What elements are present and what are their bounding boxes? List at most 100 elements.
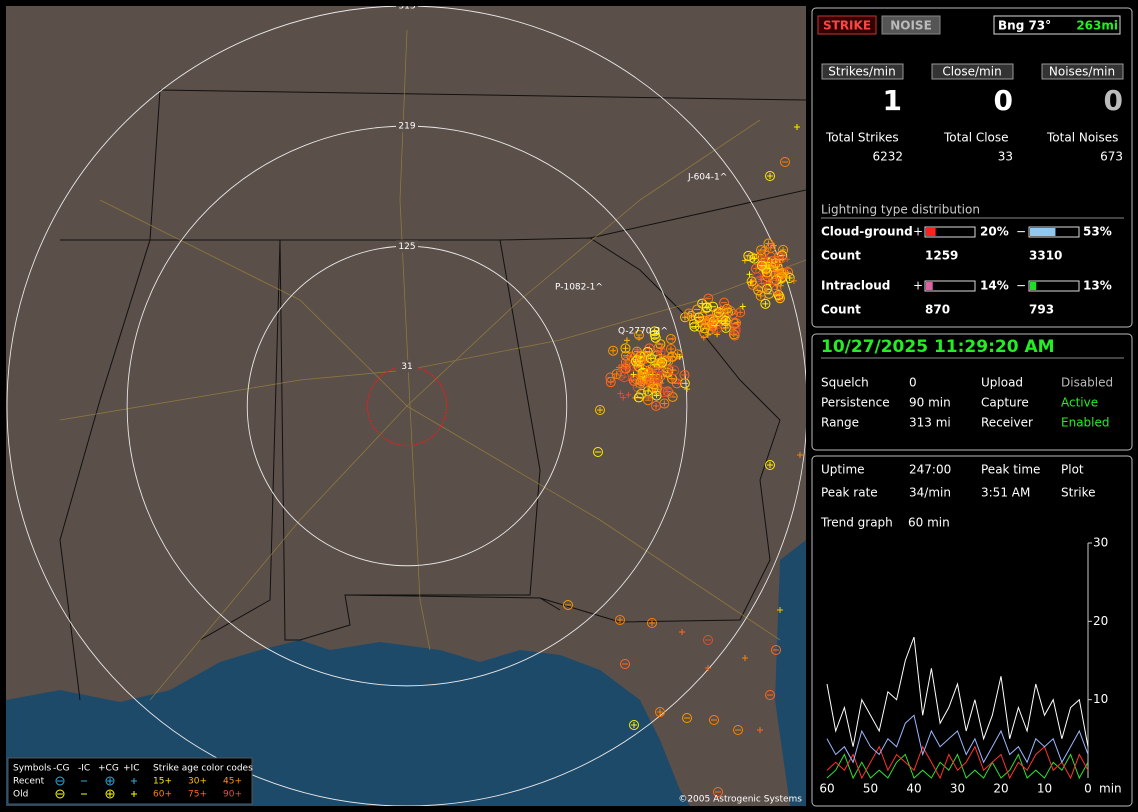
- rate-value: 0: [1104, 84, 1123, 117]
- strike-ring: [649, 326, 660, 337]
- strike-symbol: [797, 452, 803, 458]
- strike-symbol: [709, 326, 716, 333]
- strike-symbol: [713, 787, 723, 797]
- strike-ring: [773, 251, 784, 262]
- strike-symbol: [633, 392, 644, 403]
- strike-symbol: [705, 665, 711, 671]
- strike-ring: [651, 390, 662, 401]
- legend: Symbols -CG -IC +CG +IC Strike age color…: [7, 757, 253, 805]
- strike-symbol: [679, 369, 690, 380]
- strike-symbol: [643, 381, 650, 388]
- strike-symbol: [767, 275, 778, 286]
- service-value: Enabled: [1061, 416, 1110, 430]
- rate-label-box: [1041, 63, 1124, 80]
- strike-symbol: [763, 288, 770, 295]
- strike-symbol: [629, 720, 639, 730]
- strike-ring: [680, 312, 691, 323]
- strike-symbol: [620, 343, 631, 354]
- sign: +: [913, 279, 923, 293]
- strike-button-label[interactable]: STRIKE: [823, 19, 871, 33]
- strike-ring: [665, 343, 676, 354]
- legend-age: 75+: [188, 790, 207, 800]
- legend-title: Symbols: [13, 764, 52, 774]
- distribution: Cloud-ground + −20% 53%Count 1259 3310Intracl…: [821, 225, 1112, 317]
- strike-ring: [665, 334, 676, 345]
- trend-line: [826, 714, 1089, 764]
- strike-symbol: [667, 351, 678, 362]
- strike-ring: [701, 302, 712, 313]
- noise-button[interactable]: [881, 15, 941, 35]
- sign: −: [1016, 225, 1026, 239]
- station-label: Q-2770-2^: [618, 327, 668, 337]
- legend-box: [7, 757, 253, 805]
- strike-symbol: [643, 367, 654, 378]
- strike-symbol: [773, 275, 780, 282]
- stat-value: 34/min: [909, 486, 951, 500]
- strike-ring: [636, 388, 647, 399]
- x-unit: min: [1099, 782, 1122, 796]
- strike-symbol: [636, 350, 647, 361]
- strike-ring: [776, 253, 787, 264]
- strike-ring: [765, 171, 775, 181]
- percent-bar: [926, 228, 936, 236]
- legend-symbols: [55, 776, 137, 799]
- ring-label-bg: [396, 360, 418, 373]
- strike-symbol: [699, 323, 710, 334]
- strike-button[interactable]: [817, 15, 877, 35]
- strike-ring: [595, 405, 605, 415]
- range-rings: 313 219 125 31: [6, 6, 806, 806]
- sign: +: [913, 225, 923, 239]
- total-value: 33: [998, 150, 1013, 164]
- strike-ring: [608, 345, 619, 356]
- strike-ring: [650, 332, 661, 343]
- strike-symbol: [711, 307, 722, 318]
- strike-symbol: [630, 371, 637, 378]
- strike-symbol: [682, 713, 692, 723]
- x-tick-label: 10: [1037, 782, 1052, 796]
- stat-value: 60 min: [908, 516, 950, 530]
- strike-ring: [733, 725, 743, 735]
- strike-symbol: [701, 302, 712, 313]
- count-label: Count: [821, 303, 861, 317]
- strike-ring: [635, 351, 646, 362]
- bearing: Bng 73°: [998, 19, 1051, 33]
- ring-label: 219: [398, 122, 415, 132]
- strike-ring: [704, 314, 715, 325]
- strike-ring: [679, 378, 690, 389]
- strike-symbol: [756, 245, 767, 256]
- strike-ring: [709, 715, 719, 725]
- strike-symbol: [672, 349, 683, 360]
- stat-label: Uptime: [821, 463, 865, 477]
- bearing-box: [993, 15, 1121, 35]
- strike-symbol: [692, 304, 703, 315]
- trend-line: [826, 636, 1089, 747]
- strike-ring: [730, 323, 741, 334]
- strike-symbol: [771, 284, 782, 295]
- strike-symbol: [686, 311, 697, 322]
- strike-ring: [730, 326, 741, 337]
- strike-ring: [693, 312, 704, 323]
- percent-label: 13%: [1083, 279, 1112, 293]
- strike-symbol: [730, 326, 741, 337]
- strike-symbol: [707, 323, 714, 330]
- strike-symbol: [665, 334, 676, 345]
- strike-symbol: [689, 321, 700, 332]
- strike-symbol: [637, 369, 644, 376]
- setting-value: 0: [909, 376, 917, 390]
- x-tick-label: 40: [906, 782, 921, 796]
- noise-button-label[interactable]: NOISE: [890, 19, 932, 33]
- strike-ring: [713, 787, 723, 797]
- strike-ring: [645, 353, 656, 364]
- strike-symbol: [780, 157, 790, 167]
- copyright: ©2005 Astrogenic Systems: [678, 795, 802, 805]
- type-name: Intracloud: [821, 279, 890, 293]
- strike-symbol: [650, 332, 661, 343]
- percent-label: 14%: [980, 279, 1009, 293]
- service-label: Upload: [981, 376, 1023, 390]
- strike-ring: [689, 321, 700, 332]
- strike-symbol: [605, 372, 616, 383]
- distance: 263mi: [1076, 19, 1118, 33]
- strike-symbol: [647, 618, 657, 628]
- percent-label: 20%: [980, 225, 1009, 239]
- strike-ring: [720, 315, 731, 326]
